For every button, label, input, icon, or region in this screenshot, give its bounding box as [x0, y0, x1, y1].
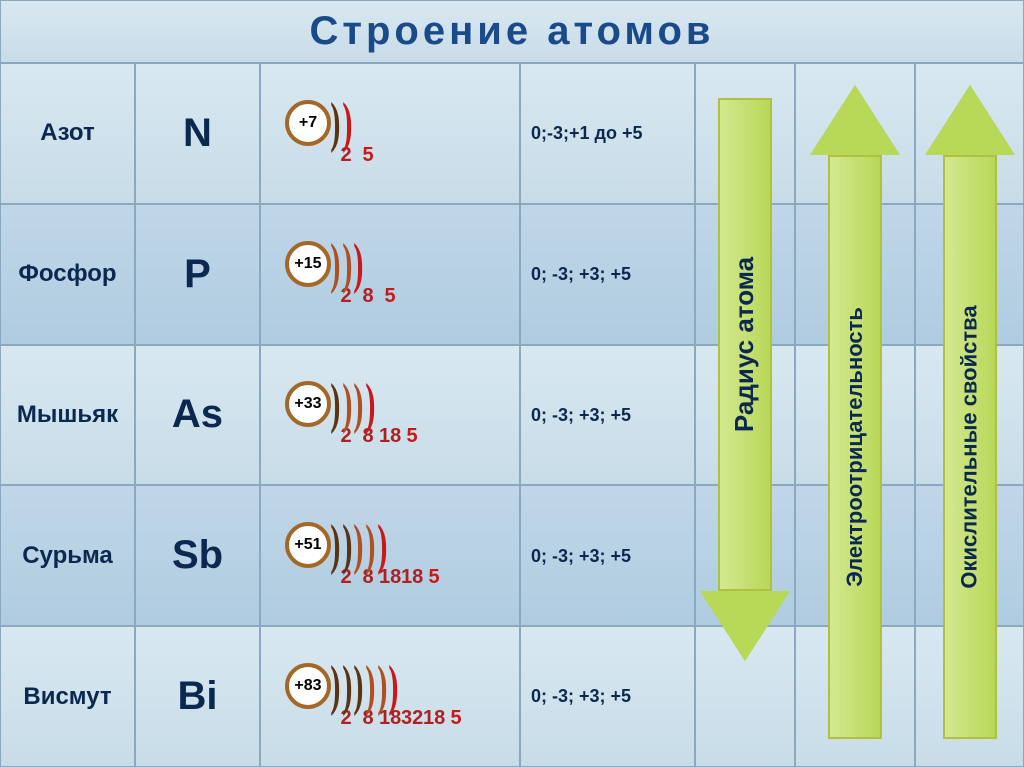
element-name-cell: Висмут: [0, 626, 135, 767]
shell-arc-icon: ): [342, 100, 352, 146]
nucleus-icon: +33: [285, 381, 331, 427]
shell-arc-icon: ): [354, 522, 364, 568]
shell-arc-icon: ): [330, 663, 340, 709]
element-name-cell: Сурьма: [0, 485, 135, 626]
element-symbol: P: [184, 252, 211, 297]
arrow-bg-cell: [695, 345, 795, 486]
shell-diagram-cell: +7))25: [260, 63, 520, 204]
element-symbol-cell: Sb: [135, 485, 260, 626]
oxidation-cell: 0; -3; +3; +5: [520, 204, 695, 345]
shell-arc-icon: ): [377, 522, 387, 568]
electron-count: 5: [423, 566, 445, 589]
nucleus-icon: +15: [285, 241, 331, 287]
oxidation-states: 0;-3;+1 до +5: [525, 122, 690, 145]
element-symbol: Sb: [172, 533, 223, 578]
element-symbol-cell: N: [135, 63, 260, 204]
arrow-bg-cell: [915, 485, 1024, 626]
arrow-bg-cell: [795, 345, 915, 486]
nucleus-icon: +51: [285, 522, 331, 568]
element-name: Висмут: [23, 683, 111, 711]
element-symbol: As: [172, 392, 223, 437]
arrow-bg-cell: [795, 63, 915, 204]
electron-count: 5: [379, 285, 401, 308]
arrow-bg-cell: [915, 345, 1024, 486]
shell-diagram-cell: +33))))28185: [260, 345, 520, 486]
shell-arc-icon: ): [377, 663, 387, 709]
element-name: Фосфор: [18, 260, 116, 288]
element-name: Мышьяк: [17, 401, 118, 429]
element-name: Азот: [40, 119, 94, 147]
shell-arc-icon: ): [330, 381, 340, 427]
nucleus-icon: +83: [285, 663, 331, 709]
arrow-bg-cell: [695, 485, 795, 626]
shell-arc-icon: ): [354, 381, 364, 427]
shell-arc-icon: ): [354, 241, 364, 287]
shell-arc-icon: ): [354, 663, 364, 709]
shell-arc-icon: ): [342, 522, 352, 568]
electron-count: 5: [445, 707, 467, 730]
arrow-bg-cell: [915, 204, 1024, 345]
element-symbol-cell: As: [135, 345, 260, 486]
element-symbol: Bi: [178, 674, 218, 719]
shell-arc-icon: ): [365, 381, 375, 427]
oxidation-cell: 0; -3; +3; +5: [520, 485, 695, 626]
arrow-bg-cell: [795, 204, 915, 345]
element-symbol: N: [183, 111, 212, 156]
element-name-cell: Азот: [0, 63, 135, 204]
electron-count: 18: [401, 566, 423, 589]
element-name-cell: Мышьяк: [0, 345, 135, 486]
shell-arc-icon: ): [342, 381, 352, 427]
oxidation-states: 0; -3; +3; +5: [525, 685, 690, 708]
arrow-bg-cell: [915, 63, 1024, 204]
arrow-bg-cell: [695, 626, 795, 767]
nucleus-icon: +7: [285, 100, 331, 146]
oxidation-states: 0; -3; +3; +5: [525, 404, 690, 427]
element-name-cell: Фосфор: [0, 204, 135, 345]
arrow-bg-cell: [795, 626, 915, 767]
element-symbol-cell: Bi: [135, 626, 260, 767]
shell-diagram-cell: +15)))285: [260, 204, 520, 345]
shell-arc-icon: ): [388, 663, 398, 709]
oxidation-cell: 0; -3; +3; +5: [520, 345, 695, 486]
shell-diagram-cell: +51)))))2818185: [260, 485, 520, 626]
electron-count: 5: [357, 144, 379, 167]
electron-count: 18: [379, 425, 401, 448]
arrow-bg-cell: [915, 626, 1024, 767]
shell-arc-icon: ): [342, 241, 352, 287]
shell-arc-icon: ): [365, 663, 375, 709]
oxidation-states: 0; -3; +3; +5: [525, 545, 690, 568]
electron-count: 5: [401, 425, 423, 448]
oxidation-states: 0; -3; +3; +5: [525, 263, 690, 286]
electron-count: 18: [423, 707, 445, 730]
shell-arc-icon: ): [365, 522, 375, 568]
electron-count: 32: [401, 707, 423, 730]
page-title: Строение атомов: [0, 0, 1024, 63]
shell-arc-icon: ): [330, 100, 340, 146]
oxidation-cell: 0; -3; +3; +5: [520, 626, 695, 767]
shell-diagram-cell: +83))))))281832185: [260, 626, 520, 767]
oxidation-cell: 0;-3;+1 до +5: [520, 63, 695, 204]
elements-table: Азот N +7))250;-3;+1 до +5 Фосфор P +15)))285…: [0, 63, 1024, 767]
arrow-bg-cell: [695, 204, 795, 345]
shell-arc-icon: ): [330, 522, 340, 568]
shell-arc-icon: ): [330, 241, 340, 287]
arrow-bg-cell: [695, 63, 795, 204]
element-symbol-cell: P: [135, 204, 260, 345]
element-name: Сурьма: [22, 542, 113, 570]
shell-arc-icon: ): [342, 663, 352, 709]
arrow-bg-cell: [795, 485, 915, 626]
